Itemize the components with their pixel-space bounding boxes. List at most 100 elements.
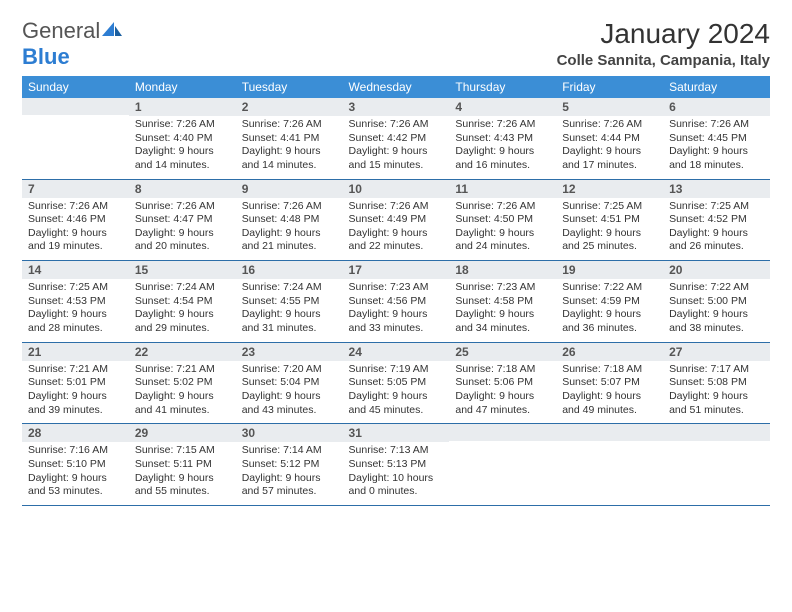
day-body: Sunrise: 7:20 AMSunset: 5:04 PMDaylight:… — [236, 361, 343, 424]
day-number: 29 — [129, 424, 236, 442]
day-body: Sunrise: 7:26 AMSunset: 4:43 PMDaylight:… — [449, 116, 556, 179]
day-number: 19 — [556, 261, 663, 279]
calendar-cell: 27Sunrise: 7:17 AMSunset: 5:08 PMDayligh… — [663, 342, 770, 424]
day-body — [663, 441, 770, 497]
calendar-cell: 18Sunrise: 7:23 AMSunset: 4:58 PMDayligh… — [449, 261, 556, 343]
day-number — [556, 424, 663, 441]
calendar-cell: 16Sunrise: 7:24 AMSunset: 4:55 PMDayligh… — [236, 261, 343, 343]
day-body: Sunrise: 7:26 AMSunset: 4:40 PMDaylight:… — [129, 116, 236, 179]
calendar-cell: 22Sunrise: 7:21 AMSunset: 5:02 PMDayligh… — [129, 342, 236, 424]
day-body: Sunrise: 7:25 AMSunset: 4:53 PMDaylight:… — [22, 279, 129, 342]
day-body: Sunrise: 7:14 AMSunset: 5:12 PMDaylight:… — [236, 442, 343, 505]
day-number: 3 — [343, 98, 450, 116]
day-number: 17 — [343, 261, 450, 279]
day-number: 31 — [343, 424, 450, 442]
day-number: 7 — [22, 180, 129, 198]
calendar-cell: 29Sunrise: 7:15 AMSunset: 5:11 PMDayligh… — [129, 424, 236, 506]
day-number: 1 — [129, 98, 236, 116]
calendar-cell: 14Sunrise: 7:25 AMSunset: 4:53 PMDayligh… — [22, 261, 129, 343]
day-body: Sunrise: 7:22 AMSunset: 5:00 PMDaylight:… — [663, 279, 770, 342]
day-body: Sunrise: 7:23 AMSunset: 4:56 PMDaylight:… — [343, 279, 450, 342]
calendar-week-row: 7Sunrise: 7:26 AMSunset: 4:46 PMDaylight… — [22, 179, 770, 261]
day-body — [22, 115, 129, 171]
calendar-cell: 3Sunrise: 7:26 AMSunset: 4:42 PMDaylight… — [343, 98, 450, 179]
day-body: Sunrise: 7:19 AMSunset: 5:05 PMDaylight:… — [343, 361, 450, 424]
header: General Blue January 2024 Colle Sannita,… — [22, 18, 770, 70]
calendar-body: 1Sunrise: 7:26 AMSunset: 4:40 PMDaylight… — [22, 98, 770, 505]
logo-sail-icon — [100, 20, 124, 38]
calendar-cell: 17Sunrise: 7:23 AMSunset: 4:56 PMDayligh… — [343, 261, 450, 343]
day-number — [22, 98, 129, 115]
day-number — [449, 424, 556, 441]
calendar-cell: 6Sunrise: 7:26 AMSunset: 4:45 PMDaylight… — [663, 98, 770, 179]
day-number: 23 — [236, 343, 343, 361]
day-body: Sunrise: 7:26 AMSunset: 4:46 PMDaylight:… — [22, 198, 129, 261]
calendar-cell: 31Sunrise: 7:13 AMSunset: 5:13 PMDayligh… — [343, 424, 450, 506]
calendar-cell: 2Sunrise: 7:26 AMSunset: 4:41 PMDaylight… — [236, 98, 343, 179]
logo-word1: General — [22, 18, 100, 43]
day-body: Sunrise: 7:25 AMSunset: 4:52 PMDaylight:… — [663, 198, 770, 261]
calendar-cell: 9Sunrise: 7:26 AMSunset: 4:48 PMDaylight… — [236, 179, 343, 261]
day-number: 5 — [556, 98, 663, 116]
day-body: Sunrise: 7:18 AMSunset: 5:07 PMDaylight:… — [556, 361, 663, 424]
day-number: 27 — [663, 343, 770, 361]
calendar-cell: 20Sunrise: 7:22 AMSunset: 5:00 PMDayligh… — [663, 261, 770, 343]
day-number: 2 — [236, 98, 343, 116]
day-number: 9 — [236, 180, 343, 198]
day-number: 28 — [22, 424, 129, 442]
weekday-header-row: SundayMondayTuesdayWednesdayThursdayFrid… — [22, 76, 770, 98]
day-body: Sunrise: 7:26 AMSunset: 4:47 PMDaylight:… — [129, 198, 236, 261]
day-number: 21 — [22, 343, 129, 361]
day-number: 11 — [449, 180, 556, 198]
day-number: 18 — [449, 261, 556, 279]
day-number: 30 — [236, 424, 343, 442]
calendar-cell: 1Sunrise: 7:26 AMSunset: 4:40 PMDaylight… — [129, 98, 236, 179]
calendar-cell — [449, 424, 556, 506]
weekday-header: Monday — [129, 76, 236, 98]
title-block: January 2024 Colle Sannita, Campania, It… — [557, 18, 770, 69]
day-number: 4 — [449, 98, 556, 116]
day-body: Sunrise: 7:26 AMSunset: 4:50 PMDaylight:… — [449, 198, 556, 261]
weekday-header: Tuesday — [236, 76, 343, 98]
logo: General Blue — [22, 18, 124, 70]
day-number: 20 — [663, 261, 770, 279]
calendar-cell: 23Sunrise: 7:20 AMSunset: 5:04 PMDayligh… — [236, 342, 343, 424]
day-body: Sunrise: 7:26 AMSunset: 4:42 PMDaylight:… — [343, 116, 450, 179]
weekday-header: Friday — [556, 76, 663, 98]
calendar-cell: 24Sunrise: 7:19 AMSunset: 5:05 PMDayligh… — [343, 342, 450, 424]
calendar-cell: 5Sunrise: 7:26 AMSunset: 4:44 PMDaylight… — [556, 98, 663, 179]
day-number: 8 — [129, 180, 236, 198]
calendar-table: SundayMondayTuesdayWednesdayThursdayFrid… — [22, 76, 770, 506]
day-body: Sunrise: 7:13 AMSunset: 5:13 PMDaylight:… — [343, 442, 450, 505]
calendar-cell: 12Sunrise: 7:25 AMSunset: 4:51 PMDayligh… — [556, 179, 663, 261]
calendar-cell — [663, 424, 770, 506]
logo-text: General Blue — [22, 18, 124, 70]
day-body: Sunrise: 7:26 AMSunset: 4:41 PMDaylight:… — [236, 116, 343, 179]
day-number: 25 — [449, 343, 556, 361]
day-body: Sunrise: 7:25 AMSunset: 4:51 PMDaylight:… — [556, 198, 663, 261]
day-body: Sunrise: 7:24 AMSunset: 4:54 PMDaylight:… — [129, 279, 236, 342]
calendar-cell: 8Sunrise: 7:26 AMSunset: 4:47 PMDaylight… — [129, 179, 236, 261]
day-number: 26 — [556, 343, 663, 361]
calendar-cell — [556, 424, 663, 506]
calendar-cell: 21Sunrise: 7:21 AMSunset: 5:01 PMDayligh… — [22, 342, 129, 424]
day-body: Sunrise: 7:21 AMSunset: 5:02 PMDaylight:… — [129, 361, 236, 424]
day-body — [556, 441, 663, 497]
day-number: 16 — [236, 261, 343, 279]
day-number: 14 — [22, 261, 129, 279]
day-number: 10 — [343, 180, 450, 198]
day-number: 15 — [129, 261, 236, 279]
day-body: Sunrise: 7:21 AMSunset: 5:01 PMDaylight:… — [22, 361, 129, 424]
day-body: Sunrise: 7:26 AMSunset: 4:49 PMDaylight:… — [343, 198, 450, 261]
calendar-cell: 7Sunrise: 7:26 AMSunset: 4:46 PMDaylight… — [22, 179, 129, 261]
day-number — [663, 424, 770, 441]
calendar-cell — [22, 98, 129, 179]
day-number: 6 — [663, 98, 770, 116]
calendar-cell: 25Sunrise: 7:18 AMSunset: 5:06 PMDayligh… — [449, 342, 556, 424]
logo-word2: Blue — [22, 44, 70, 69]
day-number: 24 — [343, 343, 450, 361]
weekday-header: Saturday — [663, 76, 770, 98]
day-body: Sunrise: 7:24 AMSunset: 4:55 PMDaylight:… — [236, 279, 343, 342]
weekday-header: Sunday — [22, 76, 129, 98]
calendar-cell: 30Sunrise: 7:14 AMSunset: 5:12 PMDayligh… — [236, 424, 343, 506]
